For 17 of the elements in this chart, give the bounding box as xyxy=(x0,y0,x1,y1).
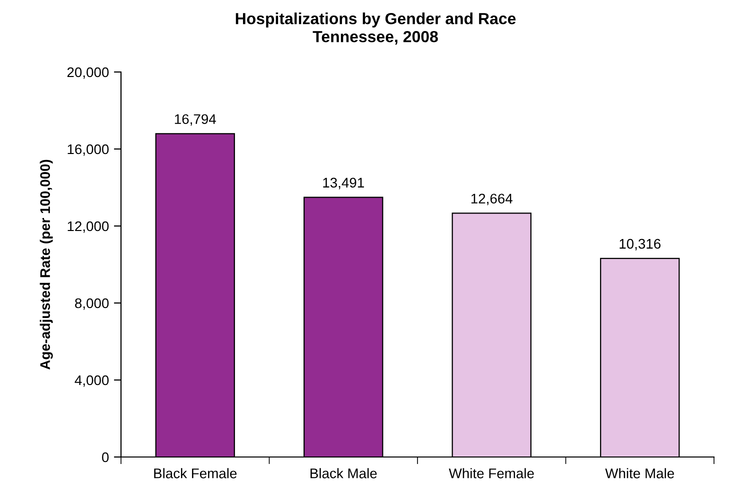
chart-title: Hospitalizations by Gender and Race xyxy=(236,12,516,28)
y-tick-label: 12,000 xyxy=(68,221,109,233)
x-tick-label: White Female xyxy=(448,468,534,478)
data-label: 12,664 xyxy=(471,194,512,206)
data-label: 13,491 xyxy=(323,178,364,190)
x-tick-label: White Male xyxy=(605,468,674,478)
y-tick-label: 20,000 xyxy=(67,67,109,79)
x-tick-label: Black Male xyxy=(310,468,377,478)
y-tick-label: 4,000 xyxy=(74,375,109,387)
y-axis-title: Age-adjusted Rate (per 100,000) xyxy=(40,160,53,370)
x-tick-label: Black Female xyxy=(154,468,237,478)
y-tick-label: 16,000 xyxy=(68,144,109,156)
chart-subtitle: Tennessee, 2008 xyxy=(312,30,438,45)
data-label: 16,794 xyxy=(174,114,216,126)
data-label: 10,316 xyxy=(620,238,661,250)
y-tick-label: 0 xyxy=(102,452,109,462)
y-tick-label: 8,000 xyxy=(75,298,109,310)
